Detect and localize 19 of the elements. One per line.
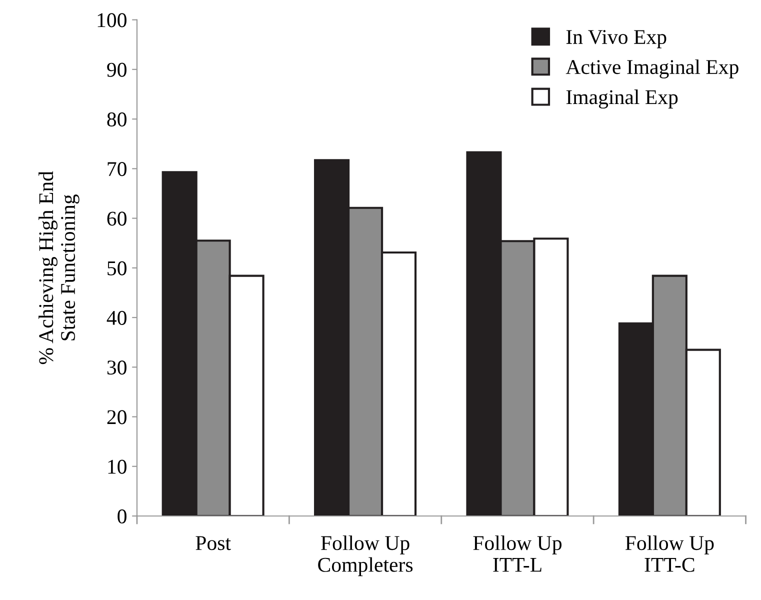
y-tick-label: 0 [118,509,126,524]
x-tick-label: Post [196,536,231,550]
y-tick-label: 60 [107,212,126,226]
y-tick-label: 30 [107,360,126,375]
y-tick-label: 70 [108,162,126,176]
y-tick-label: 40 [106,310,126,325]
y-axis-title: % Achieving High End State Functioning [38,171,80,364]
x-tick-label: Follow Up Completers [318,535,413,576]
y-tick-label: 100 [98,13,126,28]
y-tick-label: 80 [107,112,126,126]
x-tick-label: Follow Up ITT-L [473,535,562,572]
y-tick-label: 50 [108,261,126,276]
legend-label: Imaginal Exp [566,90,678,109]
legend-label: Active Imaginal Exp [566,59,738,78]
y-tick-label: 90 [107,62,126,77]
y-tick-label: 20 [107,410,126,424]
x-tick-label: Follow Up ITT-C [625,535,714,572]
legend-label: In Vivo Exp [566,30,666,48]
y-tick-label: 10 [108,460,126,474]
